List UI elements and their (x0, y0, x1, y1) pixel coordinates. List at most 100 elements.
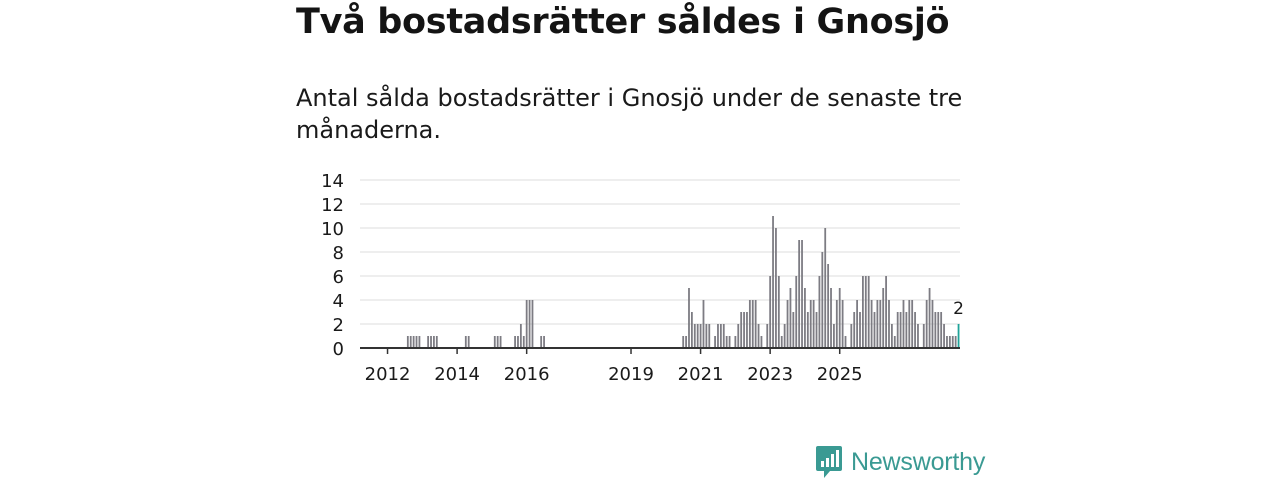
bar (780, 336, 783, 348)
bar (499, 336, 502, 348)
bar (696, 324, 699, 348)
bar (862, 276, 864, 348)
bar (951, 336, 954, 348)
bar (685, 336, 687, 348)
bar (812, 300, 815, 348)
bar (905, 312, 908, 348)
bar (937, 312, 940, 348)
bar (517, 336, 519, 348)
bar (467, 336, 470, 348)
bar (859, 312, 861, 348)
bar (682, 336, 685, 348)
bar (911, 300, 914, 348)
bar-chart: 0 2 4 6 8 10 12 14 2012 2014 2016 2019 2021 2023 2025… (321, 171, 964, 385)
bar (934, 312, 937, 348)
bar (708, 324, 711, 348)
bar (688, 288, 690, 348)
bar (435, 336, 438, 348)
bar (519, 324, 522, 348)
bar (719, 324, 722, 348)
bar (789, 288, 792, 348)
bar (841, 300, 844, 348)
data-labels: 2 (953, 299, 964, 319)
bar (798, 240, 801, 348)
bar (705, 324, 708, 348)
bar (702, 300, 705, 348)
bar (833, 324, 835, 348)
bar (792, 312, 795, 348)
bar (948, 336, 951, 348)
y-axis-ticks: 0 2 4 6 8 10 12 14 (321, 171, 344, 360)
bar (418, 336, 421, 348)
bar (717, 324, 719, 348)
x-tick-label: 2014 (434, 364, 480, 385)
bar (412, 336, 415, 348)
y-tick-label: 14 (321, 171, 344, 192)
bar (427, 336, 430, 348)
bar (824, 228, 827, 348)
bar (743, 312, 745, 348)
brand-name: Newsworthy (851, 447, 986, 476)
y-tick-label: 4 (333, 291, 344, 312)
bar (890, 324, 893, 348)
bar (514, 336, 516, 348)
x-tick-label: 2016 (504, 364, 550, 385)
bar (543, 336, 545, 348)
bar (734, 336, 737, 348)
bar (931, 300, 934, 348)
bar (925, 300, 928, 348)
bar (835, 300, 838, 348)
bar-latest (957, 324, 960, 348)
bar (902, 300, 905, 348)
bar (525, 300, 528, 348)
gridlines (360, 179, 960, 325)
bar (748, 300, 751, 348)
brand-logo: Newsworthy (815, 445, 985, 479)
bar (766, 324, 769, 348)
bar (751, 300, 754, 348)
x-tick-label: 2012 (365, 364, 411, 385)
bar (864, 276, 867, 348)
bar (899, 312, 902, 348)
bar (746, 312, 748, 348)
bar (946, 336, 948, 348)
bar (806, 312, 809, 348)
bar (760, 336, 763, 348)
y-tick-label: 0 (333, 339, 344, 360)
bar (914, 312, 916, 348)
bar (917, 324, 919, 348)
bar (430, 336, 432, 348)
bar (830, 288, 832, 348)
y-tick-label: 8 (333, 243, 344, 264)
x-tick-label: 2021 (678, 364, 724, 385)
bar (740, 312, 743, 348)
bar (528, 300, 531, 348)
y-tick-label: 12 (321, 195, 344, 216)
bar (885, 276, 887, 348)
bar (769, 276, 772, 348)
bar (827, 264, 830, 348)
bar (821, 252, 824, 348)
x-tick-label: 2025 (817, 364, 863, 385)
bar (844, 336, 847, 348)
bar (896, 312, 899, 348)
x-tick-label: 2019 (608, 364, 654, 385)
bar (409, 336, 412, 348)
bar (879, 300, 882, 348)
bar (496, 336, 499, 348)
bar (728, 336, 731, 348)
y-tick-label: 6 (333, 267, 344, 288)
bar (690, 312, 693, 348)
bar (795, 276, 798, 348)
bar (838, 288, 841, 348)
bar (714, 336, 716, 348)
bar (870, 300, 873, 348)
bar (737, 324, 740, 348)
x-axis-ticks: 2012 2014 2016 2019 2021 2023 2025 (365, 348, 863, 385)
bar (809, 300, 812, 348)
bar (873, 312, 876, 348)
bar (908, 300, 911, 348)
bars (406, 216, 960, 348)
bar (818, 276, 821, 348)
chart-title: Två bostadsrätter såldes i Gnosjö (296, 2, 950, 42)
